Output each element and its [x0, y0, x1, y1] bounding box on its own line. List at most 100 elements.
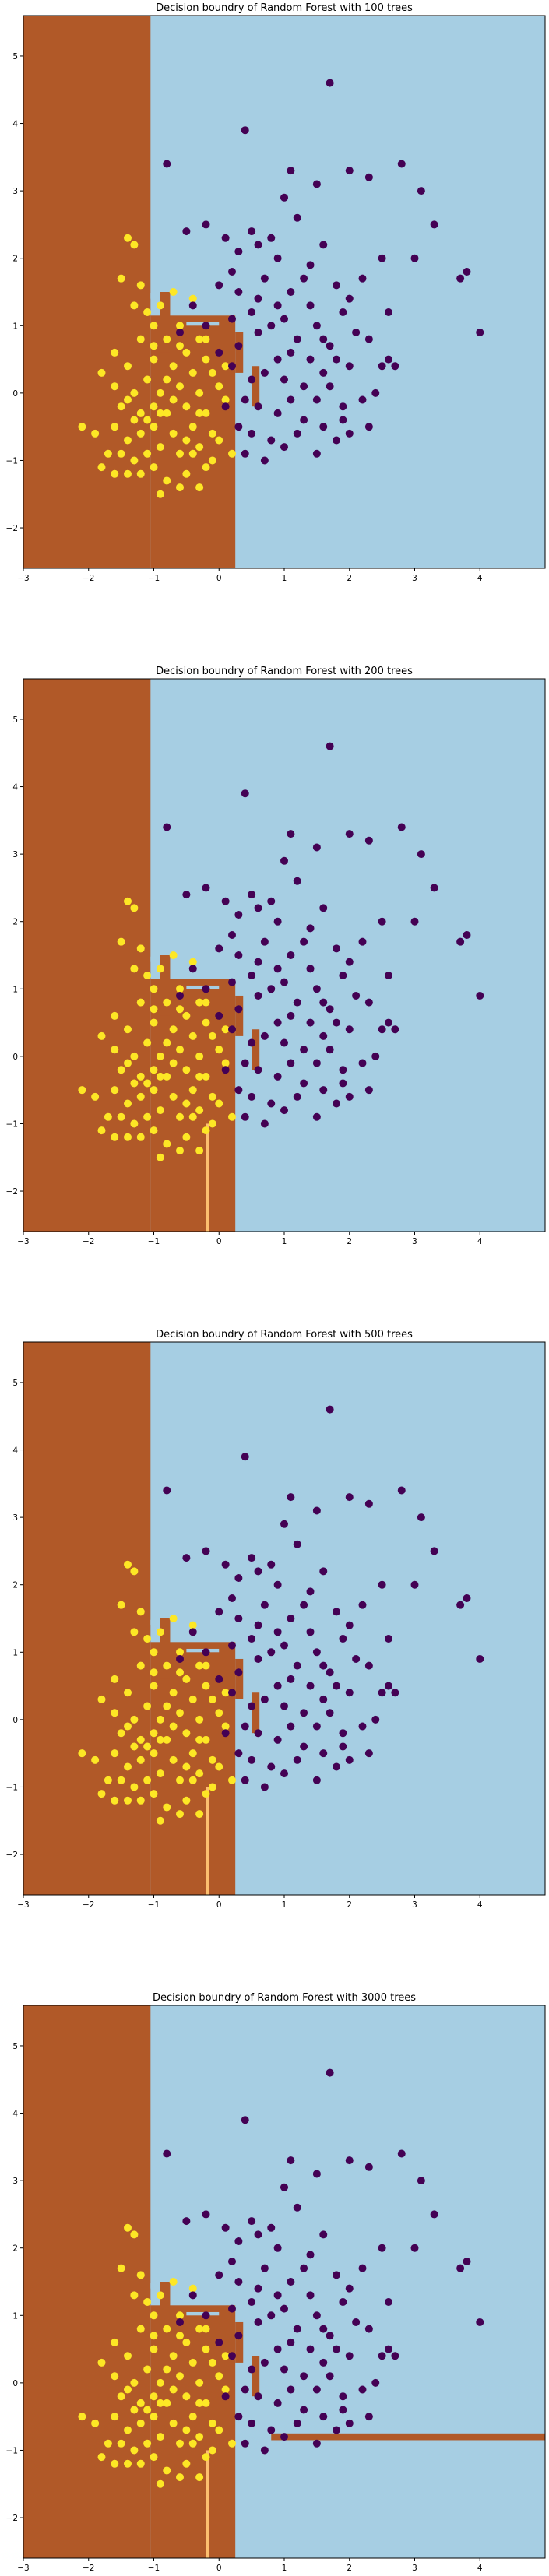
scatter-point-class-b	[202, 2311, 210, 2320]
scatter-point-class-b	[463, 931, 471, 940]
scatter-point-class-b	[273, 917, 282, 926]
scatter-point-class-b	[352, 2318, 361, 2326]
scatter-point-class-a	[111, 2459, 119, 2468]
scatter-point-class-b	[306, 1682, 315, 1690]
scatter-point-class-b	[410, 254, 419, 262]
scatter-point-class-a	[91, 1092, 100, 1101]
scatter-point-class-a	[202, 355, 210, 364]
scatter-point-class-a	[156, 2399, 164, 2407]
scatter-point-class-a	[124, 1796, 132, 1805]
scatter-point-class-b	[228, 315, 236, 323]
scatter-point-class-a	[208, 1783, 216, 1791]
scatter-point-class-a	[136, 2459, 145, 2468]
y-tick-label: −2	[6, 2514, 18, 2523]
scatter-point-class-b	[312, 843, 321, 852]
scatter-point-class-a	[143, 2365, 152, 2374]
scatter-point-class-b	[326, 2372, 334, 2381]
scatter-point-class-a	[176, 322, 184, 330]
scatter-point-class-b	[234, 1005, 243, 1014]
scatter-point-class-a	[150, 1648, 158, 1657]
scatter-point-class-b	[339, 1742, 347, 1751]
scatter-point-class-b	[364, 2325, 373, 2333]
scatter-point-class-a	[156, 490, 164, 498]
scatter-point-class-a	[143, 2297, 152, 2306]
scatter-point-class-a	[150, 402, 158, 411]
decision-region-class-a	[23, 16, 151, 568]
scatter-point-class-b	[312, 1506, 321, 1515]
scatter-point-class-b	[267, 1560, 276, 1569]
scatter-point-class-a	[195, 1052, 204, 1060]
scatter-point-class-a	[150, 1682, 158, 1690]
scatter-point-class-a	[202, 2453, 210, 2462]
boundary-sliver	[206, 2450, 209, 2558]
scatter-point-class-b	[345, 362, 354, 371]
scatter-point-class-b	[339, 402, 347, 411]
scatter-point-class-b	[319, 1749, 328, 1758]
scatter-point-class-b	[215, 348, 223, 357]
x-tick-label: 0	[216, 1900, 222, 1910]
scatter-point-class-b	[293, 213, 301, 222]
y-tick-label: 2	[12, 918, 18, 927]
scatter-point-class-a	[156, 965, 164, 973]
scatter-point-class-b	[267, 436, 276, 445]
scatter-point-class-b	[319, 2413, 328, 2421]
x-tick-label: 3	[412, 1900, 417, 1910]
scatter-point-class-a	[182, 1762, 191, 1771]
scatter-point-class-b	[333, 1608, 340, 1616]
scatter-point-class-a	[97, 1031, 106, 1040]
scatter-point-class-a	[176, 1112, 184, 1121]
scatter-point-class-b	[385, 2345, 392, 2353]
scatter-point-class-b	[280, 375, 288, 384]
scatter-point-class-b	[228, 1025, 236, 1034]
scatter-point-class-b	[476, 328, 484, 336]
scatter-point-class-a	[208, 1695, 216, 1703]
scatter-point-class-a	[202, 463, 210, 472]
scatter-point-class-a	[188, 958, 197, 966]
scatter-point-class-a	[208, 1755, 216, 1764]
scatter-point-class-a	[202, 1682, 210, 1690]
scatter-point-class-b	[333, 1018, 340, 1027]
scatter-point-class-a	[124, 2385, 132, 2394]
scatter-point-class-b	[273, 1735, 282, 1744]
scatter-point-class-b	[456, 2264, 465, 2272]
scatter-point-class-a	[176, 1709, 184, 1717]
scatter-point-class-a	[163, 1072, 171, 1081]
scatter-point-class-b	[260, 2358, 269, 2367]
scatter-point-class-b	[273, 1628, 282, 1636]
scatter-point-class-b	[202, 2210, 210, 2219]
scatter-point-class-b	[326, 1005, 334, 1014]
scatter-point-class-b	[358, 1059, 367, 1067]
scatter-point-class-a	[188, 449, 197, 458]
scatter-point-class-b	[248, 429, 256, 438]
scatter-point-class-a	[202, 1790, 210, 1798]
scatter-point-class-a	[169, 1059, 178, 1067]
scatter-point-class-a	[150, 355, 158, 364]
scatter-point-class-a	[169, 951, 178, 959]
scatter-point-class-b	[312, 2439, 321, 2448]
scatter-point-class-b	[267, 1648, 276, 1657]
scatter-point-class-b	[287, 1675, 295, 1683]
scatter-point-class-a	[156, 1628, 164, 1636]
scatter-point-class-b	[417, 1513, 425, 1522]
scatter-point-class-b	[248, 375, 256, 384]
scatter-point-class-b	[358, 274, 367, 283]
scatter-point-class-b	[333, 2426, 340, 2434]
scatter-point-class-b	[280, 1641, 288, 1650]
scatter-point-class-a	[150, 1668, 158, 1677]
scatter-point-class-b	[234, 911, 243, 919]
scatter-point-class-b	[267, 1099, 276, 1108]
scatter-point-class-a	[143, 2406, 152, 2414]
scatter-point-class-a	[156, 1052, 164, 1060]
scatter-point-class-a	[97, 1695, 106, 1703]
scatter-point-class-b	[287, 1615, 295, 1622]
scatter-point-class-a	[156, 2291, 164, 2300]
scatter-point-class-a	[163, 1735, 171, 1744]
scatter-point-class-b	[234, 342, 243, 350]
x-tick-label: −1	[148, 1237, 160, 1246]
scatter-point-class-b	[254, 2392, 262, 2401]
scatter-point-class-b	[410, 917, 419, 926]
scatter-point-class-b	[182, 227, 191, 236]
scatter-point-class-a	[150, 463, 158, 472]
scatter-point-class-b	[260, 2264, 269, 2272]
scatter-point-class-b	[182, 2217, 191, 2226]
